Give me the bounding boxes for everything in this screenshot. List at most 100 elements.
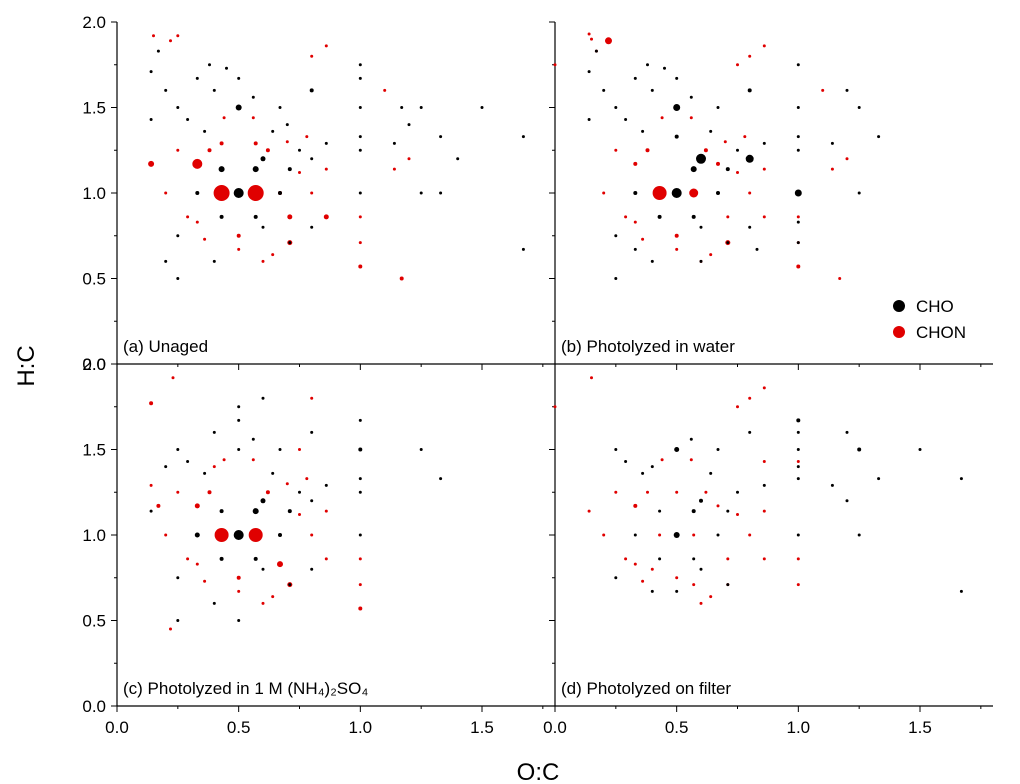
panel-a-cho-point xyxy=(176,106,180,109)
panel-b-cho-point xyxy=(796,63,800,67)
panel-d-chon-point xyxy=(796,460,800,463)
panel-d-chon-point xyxy=(675,490,679,494)
panel-a-cho-point xyxy=(251,95,255,99)
panel-d-chon-point xyxy=(689,458,693,462)
panel-b-cho-point xyxy=(796,220,800,224)
panel-a-chon-point xyxy=(203,237,207,241)
panel-a-chon-point xyxy=(207,148,212,153)
panel-d-cho-point xyxy=(726,509,730,513)
panel-b-cho-point xyxy=(762,141,766,145)
panel-b-chon-point xyxy=(709,253,713,257)
panel-d-cho-point xyxy=(658,509,662,513)
panel-a-y-tick-label: 0.0 xyxy=(82,355,106,374)
panel-a-chon-point xyxy=(222,116,226,120)
panel-a-cho-point xyxy=(218,166,225,173)
panel-d-label-background xyxy=(558,677,735,700)
panel-d-cho-point xyxy=(796,533,800,537)
panel-b-chon-point xyxy=(821,88,825,92)
panel-a-cho-point xyxy=(203,129,207,133)
panel-a-cho-point xyxy=(164,259,168,263)
panel-c-chon-point xyxy=(237,589,241,593)
panel-b-cho-point xyxy=(796,135,800,139)
panel-d-cho-point xyxy=(762,483,766,487)
panel-d-cho-point xyxy=(959,477,963,481)
panel-b-chon-point xyxy=(645,148,650,153)
panel-d-cho-point xyxy=(726,583,730,587)
x-axis-title: O:C xyxy=(517,759,560,784)
panel-c-chon-point xyxy=(324,557,328,561)
panel-d-chon-point xyxy=(762,386,766,390)
panel-b-cho-point xyxy=(725,167,730,172)
panel-b-chon-point xyxy=(748,54,752,58)
panel-a-cho-point xyxy=(400,106,404,109)
panel-d-cho-point xyxy=(692,557,696,561)
panel-b-cho-point xyxy=(857,191,861,195)
panel-c-chon-point xyxy=(271,595,275,599)
panel-b-cho-point xyxy=(614,277,618,280)
panel-d-cho-point xyxy=(699,498,703,503)
panel-c-cho-point xyxy=(358,533,362,537)
panel-b-cho-point xyxy=(602,88,606,92)
panel-a-chon-point xyxy=(310,191,314,195)
panel-d-chon-point xyxy=(692,583,696,587)
panel-a-cho-point xyxy=(439,135,443,139)
panel-b-chon-point xyxy=(796,264,801,269)
panel-c-cho-point xyxy=(261,396,265,400)
legend-marker-cho xyxy=(893,300,905,312)
y-axis-title: H:C xyxy=(13,345,40,386)
panel-d-cho-point xyxy=(674,447,680,452)
panel-a-cho-point xyxy=(324,141,328,145)
panel-a-cho-point xyxy=(195,191,200,195)
panel-a-cho-point xyxy=(287,167,292,172)
panel-b-cho-point xyxy=(624,118,628,121)
panel-a-chon-point xyxy=(324,44,328,48)
panel-b-chon-point xyxy=(689,188,699,198)
panel-d-cho-point xyxy=(658,557,662,561)
panel-c-cho-point xyxy=(251,437,255,441)
panel-b-chon-point xyxy=(762,167,766,171)
panel-b-cho-point xyxy=(745,154,754,163)
panel-c-cho-point xyxy=(176,448,180,451)
panel-c-chon-point xyxy=(222,458,226,462)
panel-b-cho-point xyxy=(794,189,802,197)
panel-c-x-tick-label: 1.0 xyxy=(349,718,373,737)
panel-b-chon-point xyxy=(633,220,637,224)
panel-d-cho-point xyxy=(736,490,739,494)
panel-d-chon-point xyxy=(658,533,662,537)
panel-a-chon-point xyxy=(186,215,190,219)
panel-a-chon-point xyxy=(407,157,411,161)
panel-a-cho-point xyxy=(480,106,484,109)
panel-a-cho-point xyxy=(260,156,266,162)
panel-d-cho-point xyxy=(709,471,713,475)
panel-b-label: (b) Photolyzed in water xyxy=(561,337,735,356)
panel-b-chon-point xyxy=(605,37,612,45)
panel-d-cho-point xyxy=(689,437,693,441)
panel-b-chon-point xyxy=(660,116,664,120)
panel-b-chon-point xyxy=(762,215,766,219)
panel-b-cho-point xyxy=(663,66,666,70)
panel-b-chon-point xyxy=(838,277,842,280)
panel-d-x-tick-label: 1.5 xyxy=(908,718,932,737)
panel-b-cho-point xyxy=(646,63,649,67)
panel-c-chon-point xyxy=(171,376,175,380)
panel-c-cho-point xyxy=(219,509,224,514)
panel-d-chon-point xyxy=(699,601,703,605)
panel-c-cho-point xyxy=(237,448,241,451)
panel-c-cho-point xyxy=(310,430,314,434)
panel-a-chon-point xyxy=(219,141,224,146)
panel-d-chon-point xyxy=(590,376,593,380)
panel-a-chon-point xyxy=(247,185,264,201)
panel-a-cho-point xyxy=(358,191,362,195)
panel-a-label-background xyxy=(120,335,212,358)
panel-c-chon-point xyxy=(324,509,328,513)
panel-b-cho-point xyxy=(796,241,800,245)
panel-d-cho-point xyxy=(796,430,800,434)
panel-d-label: (d) Photolyzed on filter xyxy=(561,679,731,698)
panel-a-chon-point xyxy=(176,34,180,38)
panel-c-chon-point xyxy=(195,562,199,566)
panel-d-chon-point xyxy=(587,509,591,513)
panel-b-cho-point xyxy=(671,188,682,198)
panel-d-cho-point xyxy=(796,465,800,469)
panel-c-chon-point xyxy=(207,490,212,495)
